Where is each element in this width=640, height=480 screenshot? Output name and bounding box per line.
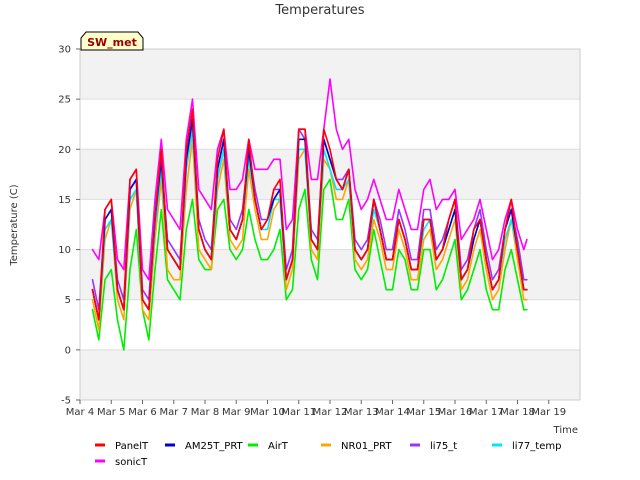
legend-label: AM25T_PRT: [185, 441, 244, 452]
sw-met-tag-label: SW_met: [87, 36, 137, 49]
y-tick-label: 25: [58, 95, 71, 106]
legend-item-sonict: sonicT: [95, 457, 148, 468]
legend-label: li77_temp: [512, 441, 561, 452]
legend-label: sonicT: [115, 457, 148, 468]
legend-label: PanelT: [115, 441, 149, 452]
grid-band: [80, 249, 580, 300]
legend: PanelT AM25T_PRT AirT NR01_PRT li75_t li77_te…: [95, 441, 561, 468]
legend-item-li77-temp: li77_temp: [492, 441, 561, 452]
x-tick-label: Mar 13: [344, 407, 379, 418]
y-tick-label: 30: [58, 45, 71, 56]
x-axis-ticks: Mar 4 Mar 5 Mar 6 Mar 7 Mar 8 Mar 9 Mar 10Mar …: [66, 400, 566, 418]
sw-met-tag-shape: [80, 31, 144, 51]
y-tick-label: 0: [65, 345, 71, 356]
legend-label: NR01_PRT: [341, 441, 392, 452]
legend-item-am25t-prt: AM25T_PRT: [165, 441, 244, 452]
x-tick-label: Mar 10: [250, 407, 285, 418]
y-axis-label: Temperature (C): [9, 184, 20, 266]
legend-item-panelt: PanelT: [95, 441, 149, 452]
x-tick-label: Mar 17: [469, 407, 504, 418]
x-tick-label: Mar 7: [160, 407, 188, 418]
y-tick-label: 10: [58, 245, 71, 256]
legend-item-airt: AirT: [248, 441, 289, 452]
sw-met-tag: SW_met: [80, 31, 144, 51]
legend-label: AirT: [268, 441, 289, 452]
series-line-panelt: [91, 108, 528, 321]
x-tick-label: Mar 14: [375, 407, 410, 418]
series-line-sonict: [91, 78, 528, 281]
grid-band: [80, 49, 580, 100]
x-tick-label: Mar 15: [406, 407, 441, 418]
x-tick-label: Mar 8: [191, 407, 219, 418]
x-tick-label: Mar 11: [281, 407, 316, 418]
y-tick-label: 20: [58, 145, 71, 156]
x-axis-label: Time: [553, 425, 578, 436]
grid-band: [80, 349, 580, 400]
y-tick-label: 5: [65, 295, 71, 306]
legend-item-li75-t: li75_t: [410, 441, 457, 452]
series-lines: [91, 78, 528, 351]
y-tick-label: 15: [58, 195, 71, 206]
series-line-nr01-prt: [91, 138, 528, 331]
legend-label: li75_t: [430, 441, 457, 452]
x-tick-label: Mar 4: [66, 407, 94, 418]
y-axis-ticks: -5 0 5 10 15 20 25 30: [58, 45, 80, 407]
x-tick-label: Mar 19: [531, 407, 566, 418]
x-tick-label: Mar 18: [500, 407, 535, 418]
y-tick-label: -5: [61, 396, 71, 407]
x-tick-label: Mar 9: [222, 407, 250, 418]
x-tick-label: Mar 6: [128, 407, 156, 418]
x-tick-label: Mar 5: [97, 407, 125, 418]
series-line-airt: [91, 178, 528, 351]
chart-title: Temperatures: [274, 3, 364, 18]
legend-item-nr01-prt: NR01_PRT: [321, 441, 392, 452]
x-tick-label: Mar 12: [313, 407, 348, 418]
x-tick-label: Mar 16: [438, 407, 473, 418]
